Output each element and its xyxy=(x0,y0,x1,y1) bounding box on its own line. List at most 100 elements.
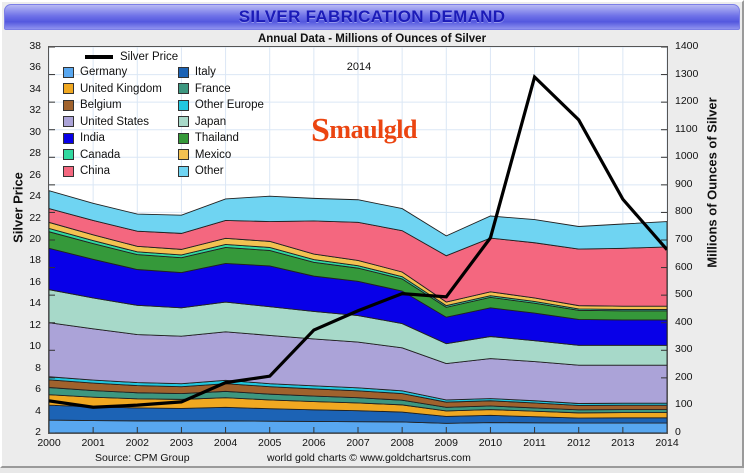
line-swatch-icon xyxy=(85,55,113,59)
legend-item-belgium[interactable]: Belgium xyxy=(63,98,162,112)
right-axis-tick: 1000 xyxy=(675,150,699,163)
provider-note: world gold charts © www.goldchartsrus.co… xyxy=(267,452,471,464)
area-chart-svg xyxy=(49,47,667,433)
chart-legend: Silver Price Germany United Kingdom Belgiu… xyxy=(63,51,264,178)
left-axis-tick: 30 xyxy=(29,125,41,138)
legend-item-germany[interactable]: Germany xyxy=(63,65,162,79)
right-axis-tick: 1300 xyxy=(675,67,699,80)
title-bar: SILVER FABRICATION DEMAND xyxy=(4,4,740,30)
right-axis-tick: 900 xyxy=(675,177,693,190)
color-swatch-icon xyxy=(177,66,189,78)
legend-item-united-states[interactable]: United States xyxy=(63,115,162,129)
left-axis-tick: 18 xyxy=(29,254,41,267)
color-swatch-icon xyxy=(63,66,74,78)
smaulgld-watermark: Smaulgld xyxy=(311,112,417,150)
left-axis-tick: 22 xyxy=(29,211,41,224)
x-axis-tick: 2001 xyxy=(81,437,105,449)
left-axis-tick: 6 xyxy=(35,383,41,396)
x-axis-tick: 2012 xyxy=(567,437,591,449)
legend-label: United Kingdom xyxy=(80,82,162,95)
x-axis-tick: 2007 xyxy=(346,437,370,449)
legend-label: Thailand xyxy=(194,132,239,144)
legend-item-united-kingdom[interactable]: United Kingdom xyxy=(63,82,162,96)
legend-item-india[interactable]: India xyxy=(63,131,162,145)
color-swatch-icon xyxy=(177,83,189,94)
color-swatch-icon xyxy=(177,99,189,111)
left-axis-tick: 32 xyxy=(29,104,41,117)
legend-label: Belgium xyxy=(80,99,122,111)
left-axis-tick: 20 xyxy=(29,233,41,245)
color-swatch-icon xyxy=(63,83,74,94)
x-axis-tick: 2014 xyxy=(655,437,679,449)
plot-area: 2014 Silver Price Germany United Kingdom B… xyxy=(48,46,668,434)
legend-column-2: Italy France Other Europe Japan Thailand Mexi… xyxy=(177,65,264,178)
x-axis-tick: 2004 xyxy=(213,437,238,449)
right-axis-tick: 1400 xyxy=(675,40,699,52)
left-axis-tick: 28 xyxy=(29,147,41,160)
legend-item-other-europe[interactable]: Other Europe xyxy=(177,98,264,112)
silver-price-line xyxy=(49,73,667,409)
x-axis-tick: 2013 xyxy=(611,437,635,449)
right-axis-tick: 1200 xyxy=(675,95,699,108)
right-axis-tick: 100 xyxy=(675,398,693,411)
left-axis-tick: 36 xyxy=(29,61,41,74)
legend-label: India xyxy=(80,132,105,144)
right-axis-tick: 200 xyxy=(675,370,693,383)
left-axis-tick: 16 xyxy=(29,275,41,288)
legend-item-france[interactable]: France xyxy=(177,82,264,96)
x-axis-tick: 2006 xyxy=(302,437,326,449)
area-other xyxy=(49,190,667,257)
legend-label: Silver Price xyxy=(120,51,179,63)
x-axis-tick: 2009 xyxy=(434,437,458,449)
x-axis-tick: 2005 xyxy=(258,437,282,449)
legend-item-thailand[interactable]: Thailand xyxy=(177,131,264,145)
color-swatch-icon xyxy=(63,165,74,177)
left-axis-tick: 8 xyxy=(35,361,41,374)
legend-label: Other xyxy=(194,165,224,177)
chart-subtitle: Annual Data - Millions of Ounces of Silv… xyxy=(257,33,487,45)
left-axis-tick: 38 xyxy=(29,40,41,52)
left-axis-tick: 12 xyxy=(29,318,41,331)
color-swatch-icon xyxy=(63,149,74,160)
left-axis-tick: 14 xyxy=(29,297,41,310)
x-axis-tick: 2011 xyxy=(523,437,546,449)
right-axis-tick: 500 xyxy=(675,288,693,301)
left-axis-tick: 4 xyxy=(35,404,41,417)
legend-item-silver-price: Silver Price xyxy=(85,51,264,63)
color-swatch-icon xyxy=(63,116,74,127)
inner-year-label: 2014 xyxy=(346,61,372,73)
legend-label: Other Europe xyxy=(194,99,264,111)
legend-item-italy[interactable]: Italy xyxy=(177,65,264,79)
left-axis-tick: 2 xyxy=(35,426,41,438)
legend-label: Japan xyxy=(194,115,227,128)
color-swatch-icon xyxy=(177,116,189,127)
x-axis-tick: 2003 xyxy=(169,437,194,449)
x-axis-tick: 2002 xyxy=(125,437,149,449)
legend-item-canada[interactable]: Canada xyxy=(63,148,162,162)
legend-item-japan[interactable]: Japan xyxy=(177,115,264,129)
page-title: SILVER FABRICATION DEMAND xyxy=(238,7,506,26)
source-note: Source: CPM Group xyxy=(95,452,190,464)
tick-marks xyxy=(49,47,667,433)
legend-column-1: Germany United Kingdom Belgium United State… xyxy=(63,65,162,178)
color-swatch-icon xyxy=(177,132,189,144)
legend-label: France xyxy=(194,82,231,95)
legend-label: China xyxy=(80,165,111,177)
right-axis-tick: 400 xyxy=(675,315,693,328)
left-axis-tick: 10 xyxy=(29,340,41,353)
x-axis-tick: 2010 xyxy=(478,437,503,449)
right-axis-tick: 600 xyxy=(675,260,693,273)
legend-item-mexico[interactable]: Mexico xyxy=(177,148,264,162)
watermark-initial: S xyxy=(311,112,330,149)
legend-label: Mexico xyxy=(194,148,232,161)
legend-item-china[interactable]: China xyxy=(63,164,162,178)
x-axis-tick: 2000 xyxy=(37,437,61,449)
x-axis-tick: 2008 xyxy=(390,437,414,449)
legend-label: Italy xyxy=(194,66,216,78)
legend-item-other[interactable]: Other xyxy=(177,164,264,178)
left-axis-tick: 34 xyxy=(29,82,41,95)
legend-label: Germany xyxy=(80,66,128,78)
color-swatch-icon xyxy=(177,149,189,160)
right-axis-tick: 800 xyxy=(675,205,693,218)
